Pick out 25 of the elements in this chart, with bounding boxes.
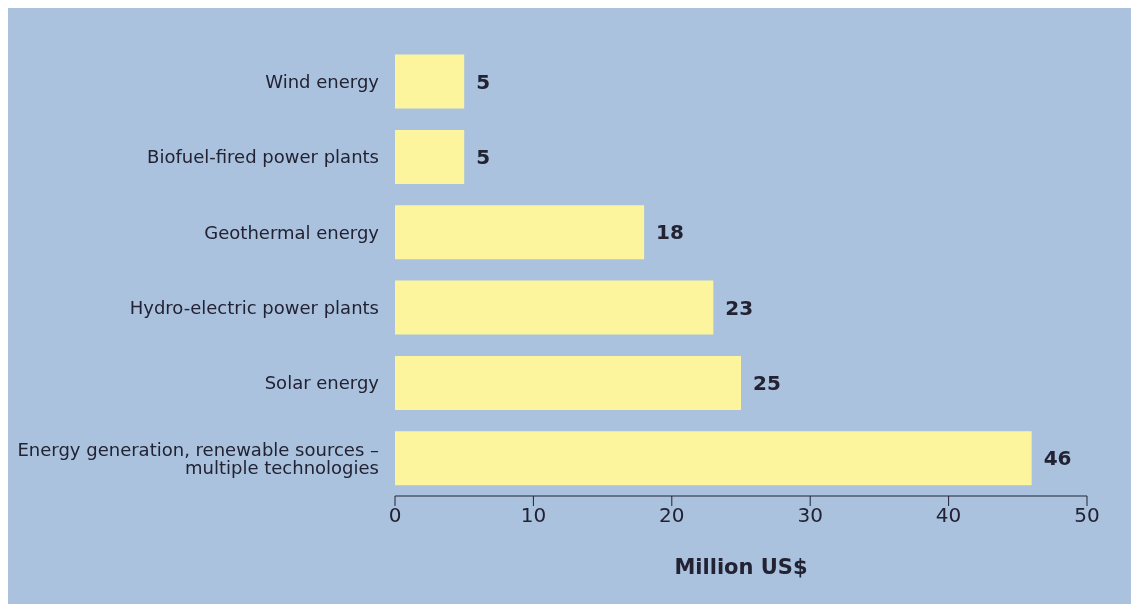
y-tick-label: Energy generation, renewable sources – multiple technologies xyxy=(17,438,379,478)
y-tick-label: Geothermal energy xyxy=(204,221,380,243)
bar xyxy=(395,280,714,335)
x-tick-label: 0 xyxy=(388,503,402,528)
x-tick-label: 40 xyxy=(935,503,962,528)
data-label: 18 xyxy=(656,220,684,245)
y-tick-label: Biofuel-fired power plants xyxy=(147,146,379,168)
data-label: 46 xyxy=(1043,446,1072,471)
data-label: 5 xyxy=(476,144,491,169)
y-tick-label: Wind energy xyxy=(265,71,380,93)
bar xyxy=(395,54,465,109)
x-axis-title: Million US$ xyxy=(674,555,808,579)
bar xyxy=(395,205,645,260)
bar xyxy=(395,129,465,184)
bar xyxy=(395,431,1032,486)
x-tick-label: 10 xyxy=(520,503,547,528)
x-tick-label: 30 xyxy=(797,503,823,528)
y-tick-label: Solar energy xyxy=(264,372,380,394)
x-tick-label: 50 xyxy=(1074,503,1100,528)
data-label: 25 xyxy=(753,370,781,395)
x-tick-label: 20 xyxy=(659,503,685,528)
data-label: 23 xyxy=(725,295,754,320)
y-tick-label: Hydro-electric power plants xyxy=(129,297,379,319)
data-label: 5 xyxy=(476,69,491,94)
bar xyxy=(395,355,741,410)
